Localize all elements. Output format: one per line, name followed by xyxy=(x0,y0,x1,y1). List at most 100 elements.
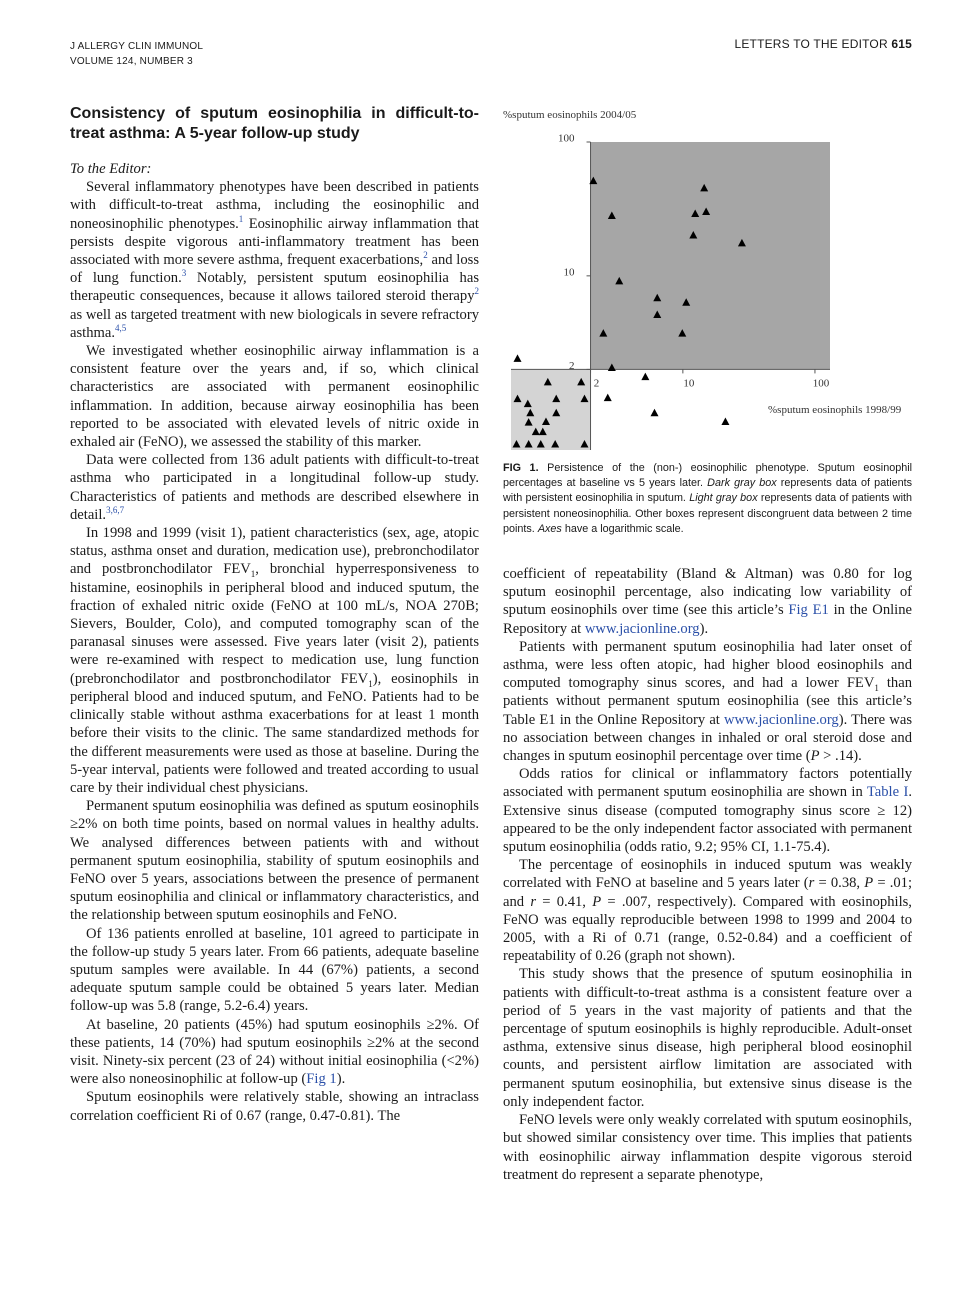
noneosinophilic-box xyxy=(511,369,591,450)
x-tick-label: 100 xyxy=(813,377,830,389)
data-point xyxy=(552,408,561,417)
reference[interactable]: 3,6,7 xyxy=(106,505,125,515)
italic-text: Light gray box xyxy=(689,492,758,505)
data-point xyxy=(580,439,589,448)
salutation: To the Editor: xyxy=(70,161,152,177)
text-run: Notably, persistent sputum eosinophilia … xyxy=(70,270,480,305)
reference[interactable]: 4,5 xyxy=(115,322,127,333)
figure-chart: 2 10 100 2 10 100 %sputum eosinophils 2004/05%… xyxy=(503,109,902,450)
reference[interactable]: 1 xyxy=(238,213,244,224)
paragraph: Sputum eosinophils were relatively stabl… xyxy=(70,1088,479,1124)
italic-text: P xyxy=(592,893,602,910)
paragraph: Odds ratios for clinical or inflammatory… xyxy=(503,765,912,856)
text-run: have a logarithmic scale. xyxy=(561,522,684,535)
left-column: Consistency of sputum eosinophilia in di… xyxy=(70,104,479,1125)
text-run: coefficient of repeatability (Bland & Al… xyxy=(503,566,912,619)
data-point xyxy=(603,393,612,402)
text-run: Patients with permanent sputum eosinophi… xyxy=(503,638,912,692)
data-point xyxy=(523,399,532,408)
y-tick-label: 10 xyxy=(564,266,576,278)
page-number: 615 xyxy=(891,37,912,51)
text-run: We investigated whether eosinophilic air… xyxy=(70,343,479,451)
data-point xyxy=(721,417,730,425)
italic-text: r xyxy=(808,875,815,892)
y-tick-label: 2 xyxy=(569,360,575,372)
reference[interactable]: 2 xyxy=(474,286,480,297)
right-column: coefficient of repeatability (Bland & Al… xyxy=(503,565,912,1184)
paragraph: In 1998 and 1999 (visit 1), patient char… xyxy=(70,524,479,797)
text-run: than patients without permanent sputum e… xyxy=(503,675,912,728)
link[interactable]: www.jacionline.org xyxy=(584,620,700,637)
text-run: = 0.41, xyxy=(536,893,593,910)
paragraph: Of 136 patients enrolled at baseline, 10… xyxy=(70,925,479,1016)
data-point xyxy=(607,363,616,371)
data-point xyxy=(682,298,691,306)
text-run: Data were collected from 136 adult patie… xyxy=(70,452,479,523)
reference[interactable]: 3 xyxy=(181,268,187,279)
running-header-right: LETTERS TO THE EDITOR 615 xyxy=(734,37,912,52)
data-point xyxy=(653,310,662,318)
text-run: ), eosinophils in peripheral blood and i… xyxy=(70,670,479,796)
data-point xyxy=(678,329,687,337)
eosinophilic-box xyxy=(590,142,830,370)
link[interactable]: www.jacionline.org xyxy=(724,711,839,728)
y-tick-label: 100 xyxy=(558,133,575,145)
subscript: 1 xyxy=(874,683,879,694)
data-point xyxy=(599,329,608,337)
data-point xyxy=(650,408,659,417)
text-run: Persistence of the (non-) eosinophilic p… xyxy=(503,462,913,490)
data-point xyxy=(702,207,711,215)
data-point xyxy=(641,372,650,381)
text-run: ). xyxy=(336,1071,346,1088)
italic-text: r xyxy=(530,893,537,910)
data-point xyxy=(580,394,589,403)
text-run: as well as targeted treatment with new b… xyxy=(70,306,479,341)
text-run: , bronchial hyperresponsiveness to hista… xyxy=(70,561,479,687)
text-run: = .007, respectively). Compared with eos… xyxy=(503,893,912,965)
paragraph: The percentage of eosinophils in induced… xyxy=(503,856,912,965)
text-run: = 0.38, xyxy=(814,875,865,892)
data-point xyxy=(689,231,698,239)
data-point xyxy=(512,439,521,448)
text-run: ). xyxy=(699,620,709,637)
text-run: represents data of patients with persist… xyxy=(503,492,912,535)
text-run: Several inflammatory phenotypes have bee… xyxy=(70,179,479,232)
link[interactable]: Fig 1 xyxy=(306,1071,337,1088)
paragraph: FeNO levels were only weakly correlated … xyxy=(503,1111,912,1184)
data-point xyxy=(551,439,560,448)
subscript: 1 xyxy=(250,569,256,580)
data-point xyxy=(577,377,586,386)
text-run: Of 136 patients enrolled at baseline, 10… xyxy=(70,925,479,1015)
italic-text: P xyxy=(864,875,874,892)
running-header-left: J ALLERGY CLIN IMMUNOL VOLUME 124, NUMBE… xyxy=(70,39,203,69)
text-run: and loss of lung function. xyxy=(70,252,479,287)
text-run: > .14). xyxy=(819,748,862,765)
paragraph: At baseline, 20 patients (45%) had sputu… xyxy=(70,1016,479,1089)
x-tick-label: 2 xyxy=(594,377,600,389)
bold-text: FIG 1. xyxy=(503,462,539,474)
italic-text: Dark gray box xyxy=(707,477,777,490)
x-axis-label: %sputum eosinophils 1998/99 xyxy=(768,404,902,416)
italic-text: Axes xyxy=(537,522,562,535)
text-run: Permanent sputum eosinophilia was define… xyxy=(70,798,479,924)
data-point xyxy=(737,238,746,247)
data-point xyxy=(653,293,662,302)
x-tick-label: 10 xyxy=(683,377,695,389)
paragraph: This study shows that the presence of sp… xyxy=(503,965,912,1111)
text-run: ). There was no association between chan… xyxy=(503,711,913,765)
data-point xyxy=(526,408,535,417)
data-point xyxy=(531,427,540,436)
link[interactable]: Fig E1 xyxy=(788,602,829,619)
link[interactable]: Table I xyxy=(866,784,909,801)
paragraph: Data were collected from 136 adult patie… xyxy=(70,451,479,524)
data-point xyxy=(543,377,552,386)
data-point xyxy=(536,439,545,448)
paragraph: Patients with permanent sputum eosinophi… xyxy=(503,638,912,765)
reference[interactable]: 2 xyxy=(423,250,428,261)
data-point xyxy=(615,276,624,285)
figure-caption: FIG 1. Persistence of the (non-) eosinop… xyxy=(503,461,912,537)
text-run: . Extensive sinus disease (computed tomo… xyxy=(503,784,912,856)
text-run: This study shows that the presence of sp… xyxy=(503,966,912,1110)
text-run: = .01; and xyxy=(503,875,912,910)
